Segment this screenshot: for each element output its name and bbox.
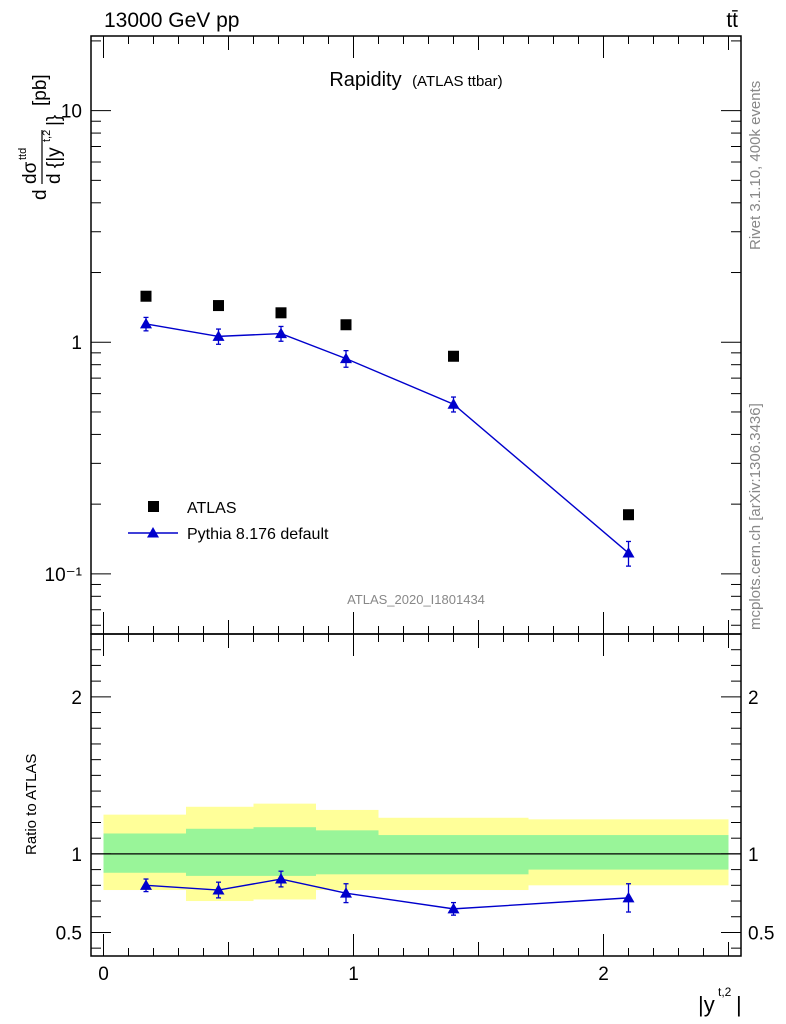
pythia-point — [622, 547, 635, 558]
y-tick-label-right: 0.5 — [748, 923, 774, 944]
rivet-label: Rivet 3.1.10, 400k events — [747, 81, 764, 250]
ratio-bands — [91, 803, 741, 902]
ratio-point — [212, 884, 225, 895]
legend: ATLAS Pythia 8.176 default — [128, 500, 329, 543]
y-axis-label: d dσ ttd d {|y t,2 |} [pb] — [17, 74, 65, 200]
x-tick-label: 0 — [98, 964, 109, 985]
uncertainty-band-inner — [103, 833, 186, 873]
pythia-point — [340, 352, 352, 364]
ratio-point — [622, 891, 635, 903]
pythia-point — [212, 330, 225, 341]
svg-text:|}: |} — [44, 115, 65, 126]
svg-text:ttd: ttd — [17, 148, 29, 160]
legend-atlas-label: ATLAS — [187, 500, 237, 517]
main-plot-panel: 10⁻¹ 1 10 ATLAS_2020_I1801434 Rapidity (AT… — [17, 35, 742, 635]
pythia-line — [145, 323, 629, 554]
uncertainty-band-inner — [186, 828, 254, 876]
y-tick-label: 0.5 — [56, 923, 82, 944]
pythia-point — [447, 398, 460, 409]
svg-text:dσ: dσ — [20, 161, 41, 184]
analysis-watermark: ATLAS_2020_I1801434 — [347, 592, 485, 607]
ratio-line — [145, 878, 629, 910]
ratio-point — [340, 887, 352, 898]
ratio-point — [275, 873, 287, 884]
y-tick-label: 2 — [71, 688, 82, 709]
ratio-ticks: 0 1 2 0.5 0.5 1 1 2 2 — [56, 633, 774, 985]
atlas-point — [140, 290, 152, 302]
x-tick-label: 1 — [348, 964, 359, 985]
legend-pythia-label: Pythia 8.176 default — [187, 526, 329, 543]
svg-text:|y: |y — [698, 992, 715, 1017]
x-axis-label: |y t,2 | — [698, 985, 742, 1017]
energy-label: 13000 GeV pp — [104, 9, 239, 32]
svg-text:t,2: t,2 — [718, 985, 732, 999]
ratio-point — [140, 879, 152, 890]
chart-title-main: Rapidity — [329, 69, 401, 91]
svg-text:d: d — [30, 189, 51, 200]
ratio-point — [447, 902, 460, 914]
svg-text:t,2: t,2 — [41, 130, 53, 142]
uncertainty-band-inner — [378, 835, 529, 875]
mcplots-label: mcplots.cern.ch [arXiv:1306.3436] — [747, 403, 764, 630]
process-label: tt̄ — [726, 9, 738, 32]
ratio-panel: 0 1 2 0.5 0.5 1 1 2 2 Ratio to ATLAS |y t,2 | — [23, 633, 774, 1017]
atlas-point — [623, 509, 634, 521]
atlas-point — [340, 319, 352, 331]
ratio-data — [140, 870, 635, 916]
main-plot-ticks: 10⁻¹ 1 10 — [45, 36, 741, 634]
uncertainty-band-inner — [528, 835, 729, 870]
x-tick-label: 2 — [598, 964, 609, 985]
y-tick-label: 1 — [71, 845, 82, 866]
pythia-point — [140, 317, 152, 329]
y-tick-label-right: 2 — [748, 688, 759, 709]
svg-text:|: | — [736, 992, 742, 1017]
y-tick-label: 10 — [61, 102, 82, 123]
chart-title: Rapidity (ATLAS ttbar) — [329, 69, 502, 91]
uncertainty-band-inner — [253, 827, 316, 876]
chart-title-sub: (ATLAS ttbar) — [412, 73, 503, 90]
legend-atlas-marker — [148, 501, 159, 512]
uncertainty-band-inner — [316, 830, 379, 875]
svg-text:d {|y: d {|y — [44, 147, 65, 184]
main-plot-data — [140, 290, 635, 567]
atlas-point — [275, 307, 287, 319]
y-tick-label: 1 — [71, 333, 82, 354]
ratio-y-label: Ratio to ATLAS — [23, 754, 40, 855]
legend-pythia-marker — [147, 527, 159, 538]
atlas-point — [448, 350, 459, 362]
y-tick-label: 10⁻¹ — [45, 565, 83, 586]
svg-text:[pb]: [pb] — [30, 74, 51, 106]
pythia-point — [275, 327, 287, 339]
atlas-point — [213, 300, 224, 312]
y-tick-label-right: 1 — [748, 845, 759, 866]
